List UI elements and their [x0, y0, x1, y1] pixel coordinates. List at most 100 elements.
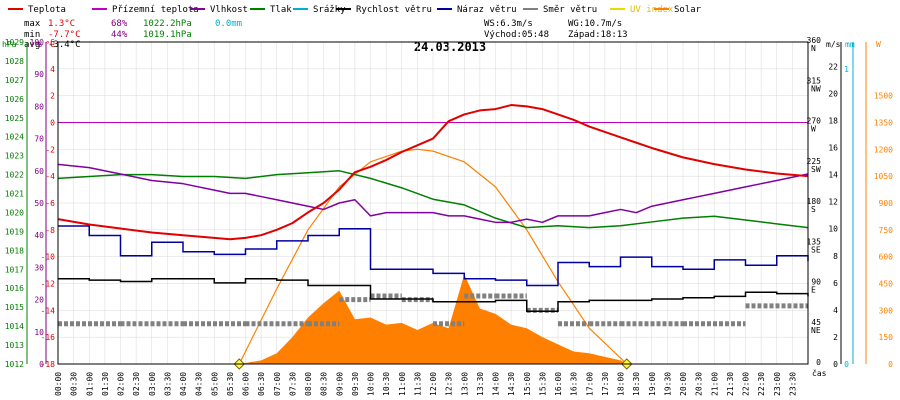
- axis-pct-tick: 100: [30, 38, 45, 47]
- axis-dir-tick: 360: [807, 36, 822, 45]
- axis-time-tick: 15:00: [523, 372, 532, 396]
- axis-time-tick: 01:30: [101, 372, 110, 396]
- axis-time-tick: 11:30: [413, 372, 422, 396]
- stats-avg-temp: -3.4°C: [48, 40, 81, 50]
- axis-ms-tick: 16: [828, 144, 838, 153]
- series-pressure: [57, 170, 809, 229]
- axis-time-tick: 16:00: [554, 372, 563, 396]
- axis-hpa-tick: 1025: [5, 114, 24, 123]
- stats-max-temp: 1.3°C: [48, 19, 75, 29]
- axis-time-tick: 02:30: [132, 372, 141, 396]
- axis-time-unit: čas: [812, 368, 827, 378]
- axis-pct-tick: 10: [34, 328, 44, 337]
- axis-ms-tick: 20: [828, 89, 838, 98]
- axis-ms-tick: 0: [833, 360, 838, 369]
- axis-time-tick: 06:00: [242, 372, 251, 396]
- axis-dir-tick: 135: [807, 237, 822, 246]
- axis-hpa-tick: 1028: [5, 57, 24, 66]
- stats-min-temp: -7.7°C: [48, 30, 81, 40]
- axis-hpa-tick: 1023: [5, 152, 24, 161]
- axis-time-tick: 13:00: [460, 372, 469, 396]
- axis-time-tick: 22:30: [757, 372, 766, 396]
- stats-min-hum: 44%: [111, 30, 128, 40]
- axis-dir-compass: E: [811, 286, 816, 295]
- axis-ms-unit: m/s: [826, 40, 841, 49]
- axis-hpa-tick: 1026: [5, 95, 24, 104]
- axis-degc-unit: °C: [45, 40, 55, 49]
- axis-hpa-tick: 1017: [5, 265, 24, 274]
- axis-w-tick: 900: [879, 199, 894, 208]
- stats-max-rain: 0.0mm: [215, 19, 242, 29]
- axis-ms-tick: 2: [833, 333, 838, 342]
- axis-time-tick: 19:00: [648, 372, 657, 396]
- axis-dir-tick: 315: [807, 76, 822, 85]
- axis-hpa-tick: 1029: [5, 38, 24, 47]
- chart-title: 24.03.2013: [414, 40, 486, 54]
- axis-pct-tick: 30: [34, 263, 44, 272]
- axis-time-tick: 07:30: [288, 372, 297, 396]
- stats-wg: WG:10.7m/s: [568, 19, 622, 29]
- axis-time-tick: 19:30: [663, 372, 672, 396]
- axis-ms-tick: 18: [828, 116, 838, 125]
- series-solar-theoretical: [238, 148, 628, 365]
- axis-time-tick: 15:30: [538, 372, 547, 396]
- axis-ms-tick: 22: [828, 62, 838, 71]
- legend-label: Rychlost větru: [356, 5, 432, 15]
- axis-time-tick: 05:30: [226, 372, 235, 396]
- axis-w-unit: W: [876, 40, 881, 49]
- axis-mm-tick: 1: [844, 65, 849, 74]
- plot-frame: [57, 41, 809, 365]
- axis-time-tick: 20:00: [679, 372, 688, 396]
- axis-time-tick: 08:30: [320, 372, 329, 396]
- axis-time-tick: 14:00: [492, 372, 501, 396]
- series-temperature: [57, 104, 809, 241]
- axes: hPa1012101310141015101610171018101910201…: [2, 36, 893, 396]
- axis-ms-tick: 12: [828, 198, 838, 207]
- stats-sunrise: Východ:05:48: [484, 30, 549, 40]
- axis-degc-tick: -18: [41, 360, 56, 369]
- axis-ms-tick: 14: [828, 171, 838, 180]
- series-solar-area: [239, 274, 627, 364]
- series-wind-gust: [58, 225, 809, 287]
- axis-hpa-tick: 1016: [5, 284, 24, 293]
- axis-dir-tick: 270: [807, 117, 822, 126]
- axis-dir-compass: W: [811, 125, 816, 134]
- axis-degc-tick: 2: [50, 92, 55, 101]
- axis-dir-compass: S: [811, 205, 816, 214]
- legend-label: UV index: [630, 5, 674, 15]
- axis-pct-tick: 60: [34, 167, 44, 176]
- axis-time-tick: 00:00: [54, 372, 63, 396]
- axis-degc-tick: -10: [41, 253, 56, 262]
- axis-hpa-tick: 1014: [5, 322, 24, 331]
- axis-time-tick: 03:30: [163, 372, 172, 396]
- grid: [57, 41, 809, 365]
- axis-hpa-tick: 1021: [5, 190, 24, 199]
- legend: Teplota Přízemní teplota Vlhkost Tlak Srážky…: [8, 5, 702, 15]
- axis-dir-compass: NW: [811, 84, 821, 93]
- axis-time-tick: 10:30: [382, 372, 391, 396]
- axis-ms-tick: 8: [833, 252, 838, 261]
- axis-w-tick: 300: [879, 306, 894, 315]
- axis-degc-tick: 0: [50, 119, 55, 128]
- axis-dir-compass: SE: [811, 245, 821, 254]
- axis-hpa-tick: 1015: [5, 303, 24, 312]
- axis-time-tick: 20:30: [695, 372, 704, 396]
- axis-time-tick: 23:30: [788, 372, 797, 396]
- axis-dir-tick: 90: [811, 278, 821, 287]
- axis-degc-tick: -6: [45, 199, 55, 208]
- stats-max-label: max: [24, 19, 41, 29]
- legend-label: Srážky: [313, 5, 346, 15]
- axis-degc-tick: -8: [45, 226, 55, 235]
- axis-w-tick: 1050: [874, 172, 893, 181]
- axis-hpa-tick: 1018: [5, 246, 24, 255]
- axis-dir-tick: 45: [811, 318, 821, 327]
- axis-hpa-tick: 1020: [5, 208, 24, 217]
- axis-degc-tick: -2: [45, 145, 55, 154]
- axis-pct-tick: 0: [39, 360, 44, 369]
- axis-time-tick: 04:30: [195, 372, 204, 396]
- axis-dir-tick: 225: [807, 157, 822, 166]
- axis-time-tick: 13:30: [476, 372, 485, 396]
- axis-time-tick: 04:00: [179, 372, 188, 396]
- axis-pct-tick: 90: [34, 70, 44, 79]
- axis-w-tick: 450: [879, 280, 894, 289]
